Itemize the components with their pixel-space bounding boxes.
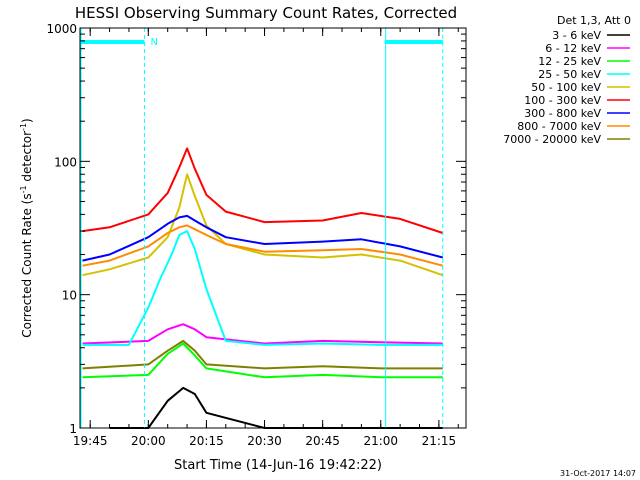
legend-label: 3 - 6 keV	[552, 29, 601, 42]
chart-title: HESSI Observing Summary Count Rates, Cor…	[75, 4, 457, 22]
x-tick-label: 20:30	[247, 434, 282, 448]
y-axis-label-end: )	[20, 118, 34, 123]
y-axis-label-mid: detector	[20, 131, 34, 186]
y-tick-label: 1	[69, 422, 77, 436]
series-line	[82, 224, 444, 267]
legend-label: 25 - 50 keV	[538, 68, 601, 81]
y-axis-label-sup2: -1	[19, 123, 28, 131]
series-line	[82, 339, 443, 370]
x-axis-label: Start Time (14-Jun-16 19:42:22)	[174, 458, 382, 473]
axes: 19:45 20:00 20:15 20:30 20:45 21:00 21:15 1 10 10…	[46, 22, 466, 448]
series-line	[82, 230, 443, 346]
legend-title: Det 1,3, Att 0	[557, 14, 631, 27]
x-tick-label: 20:45	[305, 434, 340, 448]
footer-timestamp: 31-Oct-2017 14:07	[560, 469, 636, 478]
legend-label: 6 - 12 keV	[545, 42, 601, 55]
y-tick-label: 1000	[46, 22, 77, 36]
legend-label: 7000 - 20000 keV	[503, 133, 601, 146]
legend-label: 800 - 7000 keV	[517, 120, 601, 133]
x-tick-label: 20:15	[189, 434, 224, 448]
y-axis-label: Corrected Count Rate (s-1 detector-1)	[19, 118, 34, 337]
series-line	[109, 386, 443, 429]
observing-markers: N	[80, 28, 444, 428]
plot-frame	[79, 27, 467, 429]
legend-label: 300 - 800 keV	[524, 107, 601, 120]
x-tick-label: 21:00	[363, 434, 398, 448]
series-line	[82, 173, 444, 277]
legend-label: 100 - 300 keV	[524, 94, 601, 107]
x-tick-label: 19:45	[73, 434, 108, 448]
x-tick-label: 20:00	[131, 434, 166, 448]
series-line	[82, 147, 444, 234]
y-axis-label-sup1: -1	[19, 185, 28, 193]
y-tick-label: 10	[62, 289, 77, 303]
y-tick-label: 100	[54, 155, 77, 169]
night-label: N	[150, 37, 157, 48]
x-tick-label: 21:15	[422, 434, 457, 448]
y-axis-label-main: Corrected Count Rate (s	[20, 193, 34, 337]
series-line	[82, 214, 444, 262]
plot-area	[82, 147, 444, 429]
series-line	[82, 342, 443, 379]
legend-label: 12 - 25 keV	[538, 55, 601, 68]
legend-label: 50 - 100 keV	[531, 81, 601, 94]
series-line	[82, 323, 443, 345]
